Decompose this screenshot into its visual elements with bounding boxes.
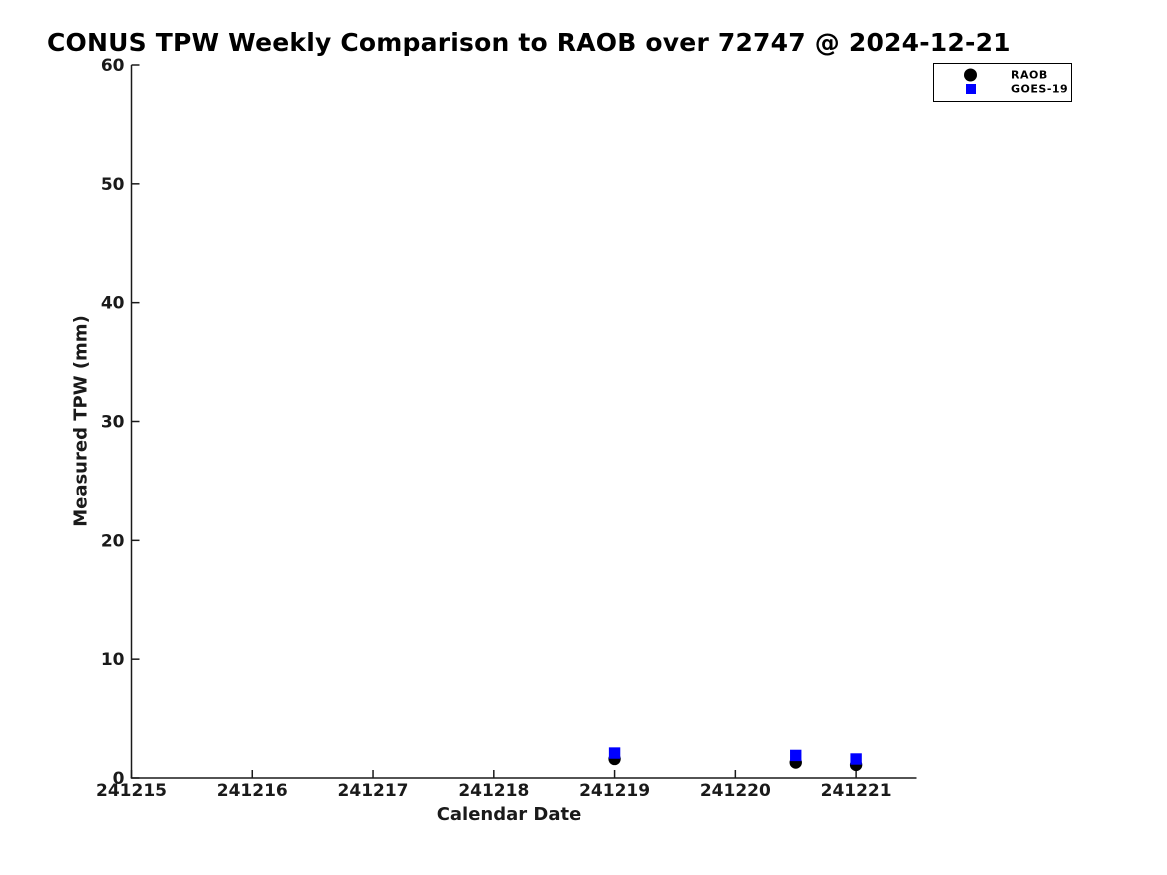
- data-point-goes-19: [790, 749, 802, 762]
- x-tick-label: 241217: [338, 781, 409, 801]
- y-tick-label: 20: [101, 531, 125, 551]
- y-tick-label: 60: [101, 56, 125, 76]
- goes-19-square-marker-icon: [966, 84, 976, 94]
- legend-label-raob: RAOB: [1011, 68, 1048, 82]
- y-tick-label: 40: [101, 294, 125, 314]
- x-tick-label: 241216: [217, 781, 288, 801]
- chart-title: CONUS TPW Weekly Comparison to RAOB over…: [47, 28, 1011, 57]
- x-tick-label: 241215: [96, 781, 167, 801]
- x-tick-label: 241220: [700, 781, 771, 801]
- data-point-goes-19: [850, 753, 862, 765]
- y-tick-label: 50: [101, 175, 125, 195]
- legend-item-goes-19: GOES-19: [934, 82, 1071, 96]
- legend: RAOB GOES-19: [933, 63, 1072, 102]
- x-tick-label: 241219: [579, 781, 650, 801]
- x-axis-label: Calendar Date: [436, 804, 582, 825]
- y-tick-label: 0: [113, 769, 125, 789]
- legend-label-goes-19: GOES-19: [1011, 82, 1069, 96]
- raob-circle-marker-icon: [964, 68, 977, 82]
- x-tick-label: 241221: [821, 781, 892, 801]
- y-tick-label: 10: [101, 650, 125, 670]
- x-tick-label: 241218: [458, 781, 529, 801]
- data-point-goes-19: [608, 747, 621, 759]
- legend-item-raob: RAOB: [934, 68, 1071, 82]
- y-tick-label: 30: [101, 413, 125, 433]
